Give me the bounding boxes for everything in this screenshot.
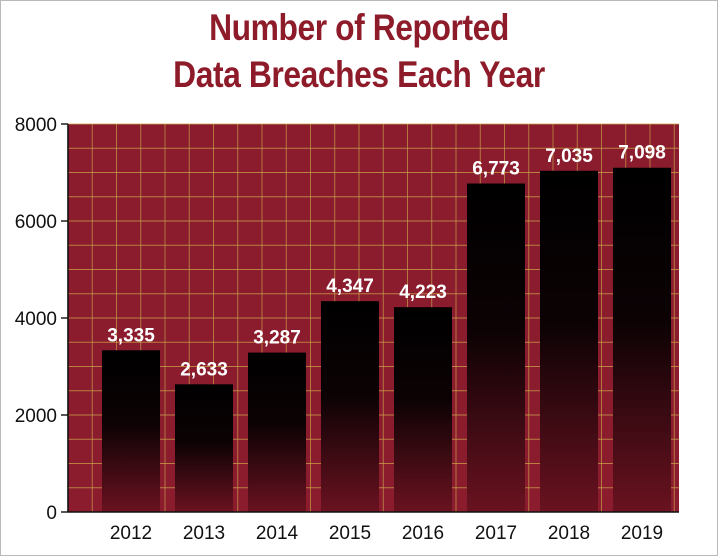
y-tick-label-6000: 6000: [15, 212, 57, 233]
y-tick-label-8000: 8000: [15, 115, 57, 136]
chart-title-line-1: Number of Reported: [209, 7, 509, 48]
x-tick-label-2016: 2016: [402, 523, 444, 544]
bar-2018: [540, 170, 598, 513]
x-tick-label-2019: 2019: [621, 523, 663, 544]
data-label-2017: 6,773: [472, 159, 520, 180]
data-label-2016: 4,223: [399, 282, 447, 303]
data-label-2014: 3,287: [253, 328, 301, 349]
chart-title: Number of Reported Data Breaches Each Ye…: [50, 4, 667, 98]
x-tick-label-2015: 2015: [329, 523, 371, 544]
bar-2017: [467, 183, 525, 512]
data-label-2012: 3,335: [107, 325, 155, 346]
y-tick-label-0: 0: [46, 503, 57, 524]
bar-2014: [248, 352, 306, 512]
bar-2019: [613, 167, 671, 512]
chart-title-line-2: Data Breaches Each Year: [173, 54, 545, 95]
x-tick-label-2018: 2018: [548, 523, 590, 544]
bar-2012: [102, 350, 160, 512]
bar-2015: [321, 301, 379, 512]
x-tick-label-2012: 2012: [110, 523, 152, 544]
x-tick-label-2017: 2017: [475, 523, 517, 544]
x-tick-label-2013: 2013: [183, 523, 225, 544]
data-label-2015: 4,347: [326, 276, 374, 297]
data-label-2019: 7,098: [618, 143, 666, 164]
data-label-2013: 2,633: [180, 359, 228, 380]
data-label-2018: 7,035: [545, 146, 593, 167]
bar-2013: [175, 384, 233, 512]
y-tick-label-2000: 2000: [15, 406, 57, 427]
x-tick-label-2014: 2014: [256, 523, 299, 544]
y-tick-label-4000: 4000: [15, 309, 57, 330]
bar-2016: [394, 307, 452, 512]
